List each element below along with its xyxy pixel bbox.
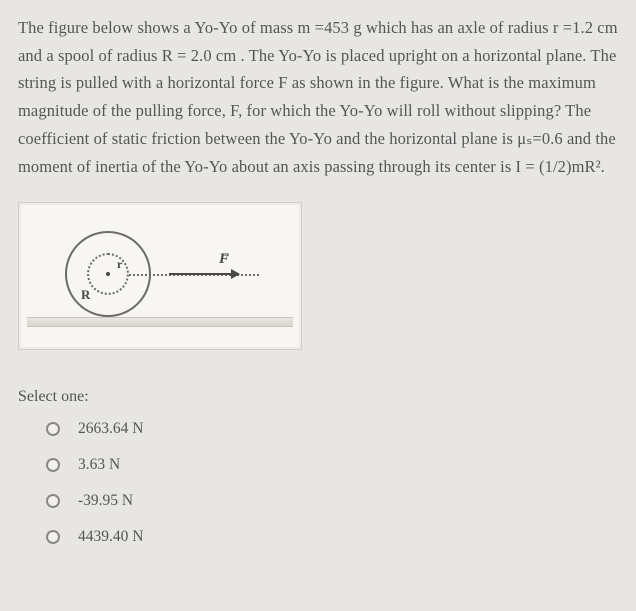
option-row[interactable]: -39.95 N [46,492,618,510]
outer-radius-label: R [81,287,90,303]
yoyo: R r [65,231,151,317]
options-list: 2663.64 N 3.63 N -39.95 N 4439.40 N [18,420,618,546]
radio-icon[interactable] [46,458,60,472]
force-label: →F [219,251,229,268]
option-label: 3.63 N [78,456,120,474]
option-row[interactable]: 2663.64 N [46,420,618,438]
option-label: 4439.40 N [78,528,143,546]
option-row[interactable]: 3.63 N [46,456,618,474]
radio-icon[interactable] [46,530,60,544]
ground-plane [27,317,293,327]
option-label: -39.95 N [78,492,133,510]
radio-icon[interactable] [46,422,60,436]
option-label: 2663.64 N [78,420,143,438]
force-arrow [169,273,239,275]
option-row[interactable]: 4439.40 N [46,528,618,546]
yoyo-figure: R r →F [18,202,302,350]
select-one-label: Select one: [18,388,618,406]
radio-icon[interactable] [46,494,60,508]
inner-radius-label: r [117,257,122,272]
question-text: The figure below shows a Yo-Yo of mass m… [18,14,618,180]
